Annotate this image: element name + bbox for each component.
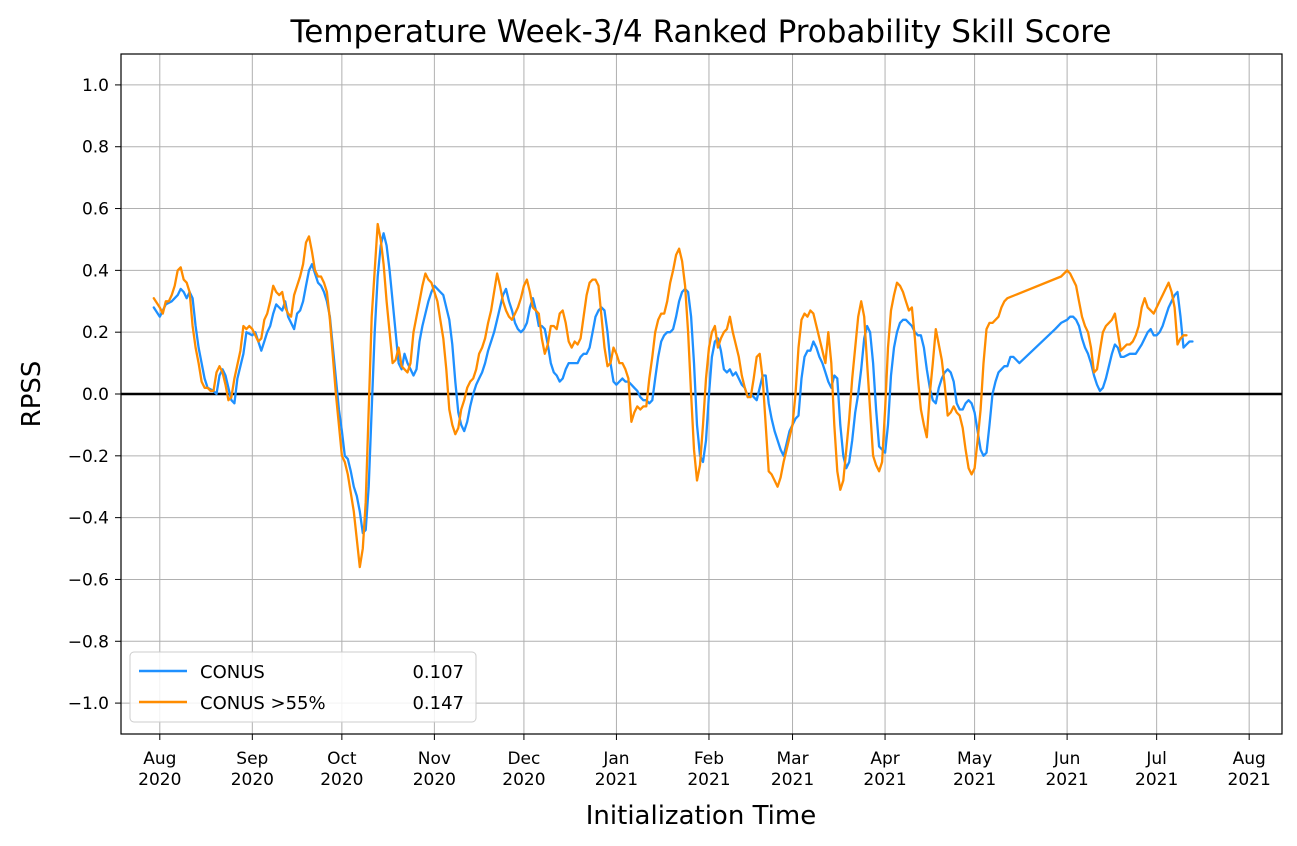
x-tick-label: Jun 2021 [1045,749,1088,790]
x-tick-year: 2021 [687,770,730,790]
x-tick-label: Feb 2021 [687,749,730,790]
x-tick-month: Oct [327,749,357,769]
x-tick-label: Oct 2020 [320,749,363,790]
x-tick-month: Jul [1145,749,1167,769]
series-line-1 [152,222,1188,569]
x-axis-label: Initialization Time [586,801,816,831]
y-tick-label: 0.2 [82,323,109,343]
y-tick-label: −1.0 [68,694,109,714]
y-tick-label: 0.0 [82,385,109,405]
legend: CONUS 0.107 CONUS >55% 0.147 [129,651,477,723]
y-tick-label: 1.0 [82,76,109,96]
x-tick-label: Sep 2020 [231,749,274,790]
y-tick-label: −0.2 [68,447,109,467]
x-tick-year: 2021 [595,770,638,790]
x-tick-month: Nov [418,749,451,769]
y-tick-label: −0.8 [68,632,109,652]
x-tick-year: 2020 [413,770,456,790]
x-tick-year: 2020 [138,770,181,790]
x-tick-year: 2020 [502,770,545,790]
x-tick-month: Apr [870,749,899,769]
x-tick-month: Aug [1233,749,1266,769]
y-tick-label: 0.8 [82,138,109,158]
x-tick-month: Feb [694,749,724,769]
y-axis-label: RPSS [17,361,47,428]
x-tick-year: 2020 [320,770,363,790]
x-tick-month: Jun [1053,749,1081,769]
x-tick-label: Jan 2021 [595,749,638,790]
x-tick-year: 2021 [1135,770,1178,790]
x-tick-month: Aug [143,749,176,769]
series-lines [152,222,1194,569]
legend-label-conus-55: CONUS >55% [200,693,326,714]
x-tick-year: 2021 [863,770,906,790]
legend-box [129,651,477,723]
x-tick-month: Mar [776,749,808,769]
x-tick-label: May 2021 [953,749,996,790]
x-tick-month: Sep [236,749,268,769]
y-tick-label: −0.4 [68,509,109,529]
x-tick-month: May [957,749,992,769]
x-tick-year: 2021 [771,770,814,790]
y-tick-label: 0.4 [82,261,109,281]
y-tick-label: −0.6 [68,570,109,590]
x-tick-label: Jul 2021 [1135,749,1178,790]
legend-score-conus: 0.107 [412,662,464,683]
x-tick-year: 2020 [231,770,274,790]
chart-title: Temperature Week-3/4 Ranked Probability … [290,14,1112,50]
x-tick-year: 2021 [953,770,996,790]
y-axis-ticks: 1.0 0.8 0.6 0.4 0.2 0.0 −0.2 −0.4 −0.6 −0.8 −1.0 [68,76,121,714]
y-tick-label: 0.6 [82,200,109,220]
x-tick-label: Nov 2020 [413,749,456,790]
legend-label-conus: CONUS [200,662,265,683]
x-tick-label: Aug 2021 [1228,749,1271,790]
x-tick-label: Aug 2020 [138,749,181,790]
x-tick-month: Jan [602,749,629,769]
x-tick-month: Dec [507,749,540,769]
x-tick-year: 2021 [1228,770,1271,790]
legend-score-conus-55: 0.147 [412,693,464,714]
x-tick-label: Mar 2021 [771,749,814,790]
x-tick-label: Apr 2021 [863,749,906,790]
x-tick-year: 2021 [1045,770,1088,790]
series-line-0 [152,232,1194,535]
x-tick-label: Dec 2020 [502,749,545,790]
